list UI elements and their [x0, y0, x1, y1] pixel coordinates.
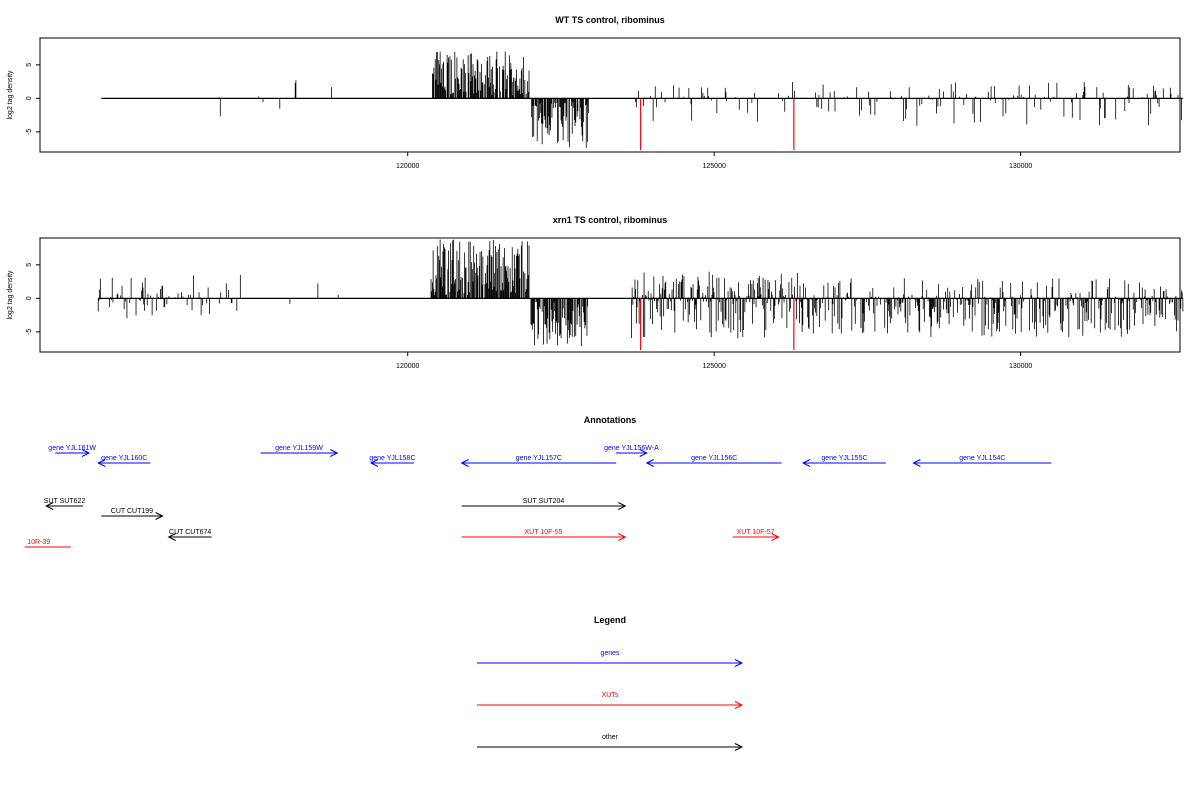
feature-label: gene YJL159W [275, 445, 323, 452]
feature-label: gene YJL157C [516, 455, 562, 462]
xrn1-x-axis: 120000 125000 130000 [396, 352, 1032, 370]
feature-gene-yjl156c: gene YJL156C [645, 455, 782, 467]
feature-gene-yjl157c: gene YJL157C [460, 455, 617, 467]
wt-track-title: WT TS control, ribominus [555, 15, 665, 25]
legend-items: genes XUTs other [477, 650, 744, 751]
feature-xut-10f-57: XUT 10F-57 [732, 529, 780, 541]
feature-label: CUT CUT199 [111, 508, 153, 515]
feature-arrow-arrowhead [330, 449, 339, 457]
feature-arrow-arrowhead [618, 502, 627, 510]
feature-label: gene YJL156W-A [604, 445, 659, 452]
xrn1-track-panel: xrn1 TS control, ribominus log2 tag dens… [7, 215, 1184, 370]
feature-gene-yjl154c: gene YJL154C [912, 455, 1052, 467]
wt-y-axis: -5 0 5 [26, 63, 40, 135]
y-tick-label: -5 [26, 129, 33, 135]
feature-arrow-arrowhead [618, 533, 627, 541]
feature-label: gene YJL161W [48, 445, 96, 452]
legend-label: XUTs [602, 692, 619, 699]
legend-panel: Legend genes XUTs other [477, 615, 744, 751]
feature-label: gene YJL158C [369, 455, 415, 462]
xrn1-red-spikes [640, 298, 795, 350]
xrn1-track-title: xrn1 TS control, ribominus [553, 215, 668, 225]
xrn1-y-axis: -5 0 5 [26, 263, 40, 335]
legend-arrow-arrowhead [734, 701, 744, 709]
y-tick-label: 5 [26, 263, 33, 267]
y-tick-label: -5 [26, 329, 33, 335]
wt-coverage-bars [101, 51, 1184, 148]
legend-item-genes: genes [477, 650, 744, 667]
feature-label: gene YJL160C [101, 455, 147, 462]
feature-arrow-arrowhead [81, 449, 91, 457]
y-tick-label: 5 [26, 63, 33, 67]
legend-title: Legend [594, 615, 626, 625]
feature-gene-yjl158c: gene YJL158C [369, 455, 416, 467]
feature-arrow-arrowhead [369, 459, 379, 467]
feature-arrow-arrowhead [645, 459, 654, 467]
feature-cut-cut199: CUT CUT199 [101, 508, 164, 520]
feature-gene-yjl156w-a: gene YJL156W-A [604, 445, 659, 457]
feature-gene-yjl159w: gene YJL159W [260, 445, 339, 457]
feature-gene-yjl160c: gene YJL160C [97, 455, 151, 467]
xrn1-y-axis-label: log2 tag density [7, 270, 14, 320]
feature-label: 10R-39 [27, 539, 50, 546]
feature-gene-yjl161w: gene YJL161W [48, 445, 96, 457]
annotation-features: gene YJL161W gene YJL160C gene YJL159W gene… [24, 445, 1052, 548]
x-tick-label: 130000 [1009, 163, 1032, 170]
legend-item-xuts: XUTs [477, 692, 744, 709]
wt-plot-frame [39, 37, 1181, 153]
feature-label: gene YJL155C [821, 455, 867, 462]
feature-xut-10f-55: XUT 10F-55 [461, 529, 627, 541]
feature-cut-cut674: CUT CUT674 [167, 529, 212, 541]
feature-10r-39: 10R-39 [24, 539, 71, 548]
legend-label: genes [600, 650, 620, 657]
feature-arrow-arrowhead [460, 459, 469, 467]
legend-label: other [602, 734, 619, 741]
feature-arrow-arrowhead [155, 512, 164, 520]
feature-label: XUT 10F-55 [525, 529, 563, 536]
wt-y-axis-label: log2 tag density [7, 70, 14, 120]
x-tick-label: 125000 [703, 163, 726, 170]
y-tick-label: 0 [26, 296, 33, 300]
feature-gene-yjl155c: gene YJL155C [801, 455, 886, 467]
feature-arrow-arrowhead [167, 533, 176, 541]
feature-arrow-arrowhead [97, 459, 106, 467]
legend-arrow-arrowhead [734, 659, 744, 667]
x-tick-label: 120000 [396, 163, 419, 170]
feature-label: CUT CUT674 [169, 529, 211, 536]
wt-x-axis: 120000 125000 130000 [396, 152, 1032, 170]
y-tick-label: 0 [26, 96, 33, 100]
feature-label: SUT SUT622 [44, 498, 86, 505]
xrn1-plot-frame [39, 237, 1181, 353]
feature-label: gene YJL154C [959, 455, 1005, 462]
legend-arrow-arrowhead [734, 743, 744, 751]
feature-arrow-arrowhead [45, 502, 54, 510]
feature-arrow-arrowhead [801, 459, 811, 467]
x-tick-label: 120000 [396, 363, 419, 370]
feature-arrow-arrowhead [771, 533, 780, 541]
annotations-title: Annotations [584, 415, 637, 425]
feature-label: XUT 10F-57 [737, 529, 775, 536]
x-tick-label: 125000 [703, 363, 726, 370]
legend-item-other: other [477, 734, 744, 751]
feature-arrow-arrowhead [912, 459, 921, 467]
wt-track-panel: WT TS control, ribominus log2 tag densit… [7, 15, 1184, 170]
feature-label: gene YJL156C [691, 455, 737, 462]
feature-label: SUT SUT204 [523, 498, 565, 505]
feature-sut-sut204: SUT SUT204 [461, 498, 627, 510]
wt-red-spikes [640, 98, 795, 150]
x-tick-label: 130000 [1009, 363, 1032, 370]
feature-sut-sut622: SUT SUT622 [44, 498, 86, 510]
feature-arrow-arrowhead [639, 449, 648, 457]
